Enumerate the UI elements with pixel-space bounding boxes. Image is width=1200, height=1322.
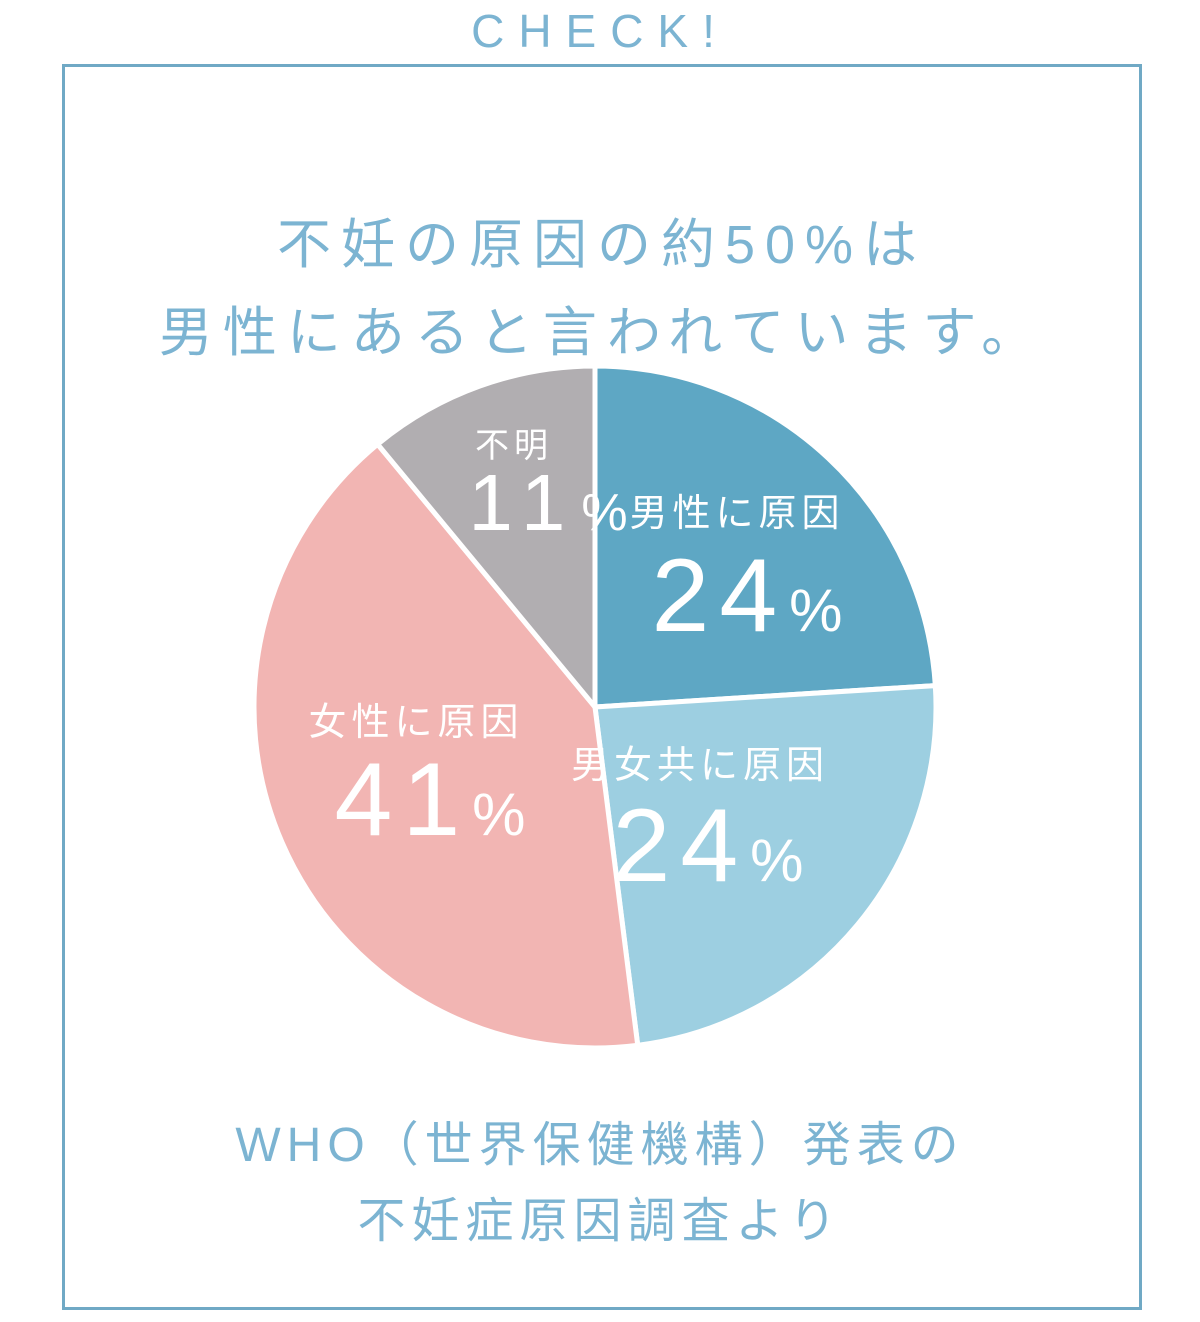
slice-value-both-unit: %: [750, 827, 804, 894]
slice-value-male: 24%: [651, 544, 842, 648]
panel-title: 不妊の原因の約50%は 男性にあると言われています。: [65, 201, 1139, 377]
slice-value-both: 24%: [612, 794, 803, 898]
pie-slice-female: [251, 441, 641, 1051]
slice-value-male-number: 24: [651, 538, 788, 654]
check-heading: CHECK!: [471, 5, 729, 57]
slice-value-unknown-number: 11: [468, 458, 580, 547]
slice-value-unknown: 11%: [468, 463, 627, 543]
content-panel: 不妊の原因の約50%は 男性にあると言われています。: [62, 64, 1142, 1310]
source-note-line2: 不妊症原因調査より: [357, 1195, 843, 1248]
slice-label-unknown: 不明: [475, 427, 553, 465]
slice-label-both: 男女共に原因: [570, 745, 830, 787]
source-note: WHO（世界保健機構）発表の 不妊症原因調査より: [0, 1108, 1200, 1260]
slice-value-unknown-unit: %: [581, 484, 628, 542]
slice-value-female-unit: %: [472, 781, 526, 848]
pie-slice-both: [592, 683, 939, 1048]
slice-value-female-number: 41: [334, 742, 471, 858]
pie-slice-male: [592, 363, 938, 710]
pie-chart: [251, 363, 939, 1051]
slice-value-male-unit: %: [789, 577, 843, 644]
slice-label-male: 男性に原因: [629, 493, 845, 535]
slice-value-female: 41%: [334, 748, 525, 852]
slice-value-both-number: 24: [612, 788, 749, 904]
panel-title-line1: 不妊の原因の約50%は: [276, 215, 928, 275]
slice-label-female: 女性に原因: [308, 702, 524, 744]
source-note-line1: WHO（世界保健機構）発表の: [235, 1119, 965, 1172]
pie-slice-unknown: [375, 363, 598, 710]
panel-title-line2: 男性にあると言われています。: [158, 303, 1046, 363]
